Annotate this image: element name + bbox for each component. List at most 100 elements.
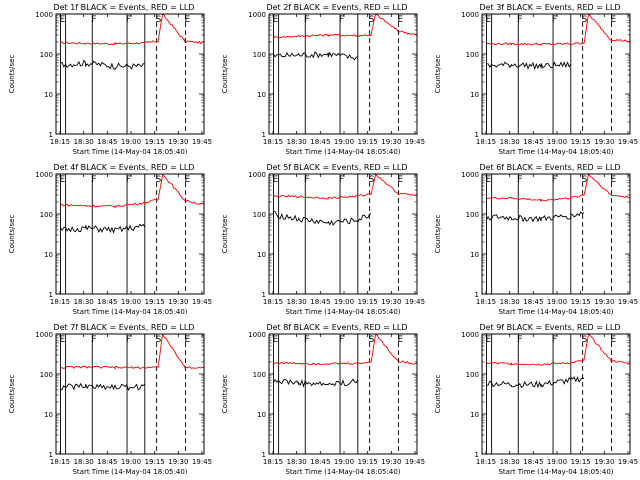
x-tick-label: 18:15 [476,138,496,146]
x-axis-label: Start Time (14-May-04 18:05:40) [498,148,613,156]
event-marker-label: F [517,335,522,345]
x-tick-label: 19:30 [168,138,188,146]
x-tick-label: 19:30 [594,138,614,146]
x-tick-label: 18:15 [263,298,283,306]
event-marker-label: S [582,175,588,185]
y-tick-label: 100 [40,371,53,379]
chart-title: Det 5f BLACK = Events, RED = LLD [266,163,407,172]
x-tick-label: 19:15 [358,458,378,466]
x-axis-label: Start Time (14-May-04 18:05:40) [72,468,187,476]
chart-title: Det 6f BLACK = Events, RED = LLD [479,163,620,172]
x-tick-label: 19:45 [192,138,212,146]
event-marker-label: F [339,175,344,185]
event-marker-label: S [156,335,162,345]
y-tick-label: 10 [257,251,266,259]
event-marker-label: E [59,335,65,345]
events-series-line [273,51,358,61]
x-tick-label: 19:30 [381,458,401,466]
x-tick-label: 19:45 [618,298,638,306]
x-tick-label: 19:15 [358,298,378,306]
y-tick-label: 1 [262,451,266,459]
x-tick-label: 19:15 [571,458,591,466]
x-axis-label: Start Time (14-May-04 18:05:40) [498,468,613,476]
event-marker-label: F [91,15,96,25]
lld-series-line [486,13,631,47]
y-tick-label: 100 [466,51,479,59]
lld-series-line [486,172,631,203]
x-tick-label: 19:45 [192,458,212,466]
events-series-line [60,382,146,392]
event-marker-label: S [156,15,162,25]
y-tick-label: 10 [470,91,479,99]
y-tick-label: 1000 [461,171,479,179]
lld-series-line [273,13,418,39]
x-axis-label: Start Time (14-May-04 18:05:40) [72,148,187,156]
lld-series-line [273,334,418,366]
x-tick-label: 18:15 [263,138,283,146]
event-marker-label: S [369,15,375,25]
plot-frame [481,13,631,135]
y-tick-label: 1000 [461,11,479,19]
y-tick-label: 1 [262,131,266,139]
x-tick-label: 18:15 [476,298,496,306]
events-series-line [486,61,572,71]
x-tick-label: 18:45 [523,458,543,466]
x-tick-label: 19:00 [547,458,567,466]
event-marker-label: E [185,175,191,185]
y-tick-label: 100 [253,371,266,379]
y-tick-label: 1000 [461,331,479,339]
x-tick-label: 19:30 [594,298,614,306]
y-tick-label: 1 [475,451,479,459]
chart-title: Det 9f BLACK = Events, RED = LLD [479,323,620,332]
plot-frame [55,13,205,135]
x-tick-label: 19:45 [405,298,425,306]
lld-series-line [60,173,205,209]
y-tick-label: 1 [49,451,53,459]
events-series-line [60,59,145,70]
y-tick-label: 10 [470,251,479,259]
event-marker-label: F [552,15,557,25]
y-tick-label: 1 [49,131,53,139]
event-marker-label: F [517,15,522,25]
x-tick-label: 19:15 [571,298,591,306]
event-marker-label: E [272,335,278,345]
event-marker-label: F [91,335,96,345]
y-axis-label: Counts/sec [221,375,229,414]
x-tick-label: 19:45 [618,138,638,146]
x-tick-label: 19:30 [594,458,614,466]
y-tick-label: 10 [470,411,479,419]
x-tick-label: 18:30 [287,458,307,466]
x-tick-label: 19:15 [145,298,165,306]
chart-title: Det 4f BLACK = Events, RED = LLD [53,163,194,172]
y-tick-label: 1 [475,291,479,299]
events-series-line [486,376,585,389]
y-axis-label: Counts/sec [8,55,16,94]
y-tick-label: 1000 [248,331,266,339]
x-tick-label: 18:15 [50,298,70,306]
y-axis-label: Counts/sec [221,55,229,94]
y-axis-label: Counts/sec [434,55,442,94]
event-marker-label: E [611,175,617,185]
y-tick-label: 10 [44,251,53,259]
event-marker-label: F [304,15,309,25]
event-marker-label: S [582,15,588,25]
x-tick-label: 18:30 [500,458,520,466]
y-tick-label: 1 [49,291,53,299]
y-tick-label: 100 [253,211,266,219]
event-marker-label: S [369,175,375,185]
x-tick-label: 18:45 [523,298,543,306]
y-tick-label: 100 [40,51,53,59]
lld-series-line [273,172,418,200]
plot-frame [268,13,418,135]
y-axis-label: Counts/sec [434,375,442,414]
y-tick-label: 100 [466,371,479,379]
event-marker-label: E [272,15,278,25]
x-tick-label: 19:15 [145,458,165,466]
x-axis-label: Start Time (14-May-04 18:05:40) [285,148,400,156]
y-axis-label: Counts/sec [8,215,16,254]
x-tick-label: 19:00 [547,298,567,306]
x-tick-label: 19:00 [334,458,354,466]
event-marker-label: E [611,15,617,25]
y-tick-label: 100 [253,51,266,59]
